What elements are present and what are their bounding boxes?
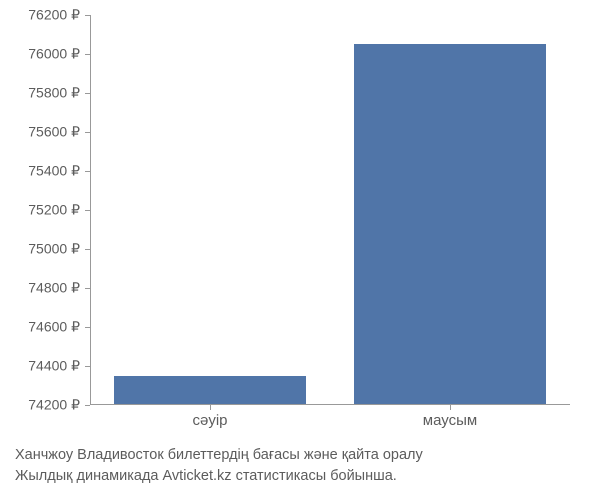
y-tick-mark: [85, 210, 90, 211]
caption-line-1: Ханчжоу Владивосток билеттердің бағасы ж…: [15, 445, 423, 466]
y-tick-label: 75800 ₽: [28, 85, 80, 102]
y-tick-mark: [85, 54, 90, 55]
plot-area: [90, 15, 570, 405]
y-tick-label: 75200 ₽: [28, 202, 80, 219]
chart-container: 74200 ₽ 74400 ₽ 74600 ₽ 74800 ₽ 75000 ₽ 75200…: [0, 0, 600, 500]
y-tick-mark: [85, 93, 90, 94]
y-tick-label: 75000 ₽: [28, 241, 80, 258]
y-tick-mark: [85, 327, 90, 328]
y-tick-label: 76200 ₽: [28, 7, 80, 24]
chart-caption: Ханчжоу Владивосток билеттердің бағасы ж…: [15, 445, 423, 487]
y-tick-label: 76000 ₽: [28, 46, 80, 63]
x-tick-mark: [450, 405, 451, 410]
bar: [114, 376, 306, 405]
caption-line-2: Жылдық динамикада Avticket.kz статистика…: [15, 466, 423, 487]
y-tick-mark: [85, 405, 90, 406]
y-tick-label: 75400 ₽: [28, 163, 80, 180]
y-tick-mark: [85, 366, 90, 367]
y-tick-label: 74800 ₽: [28, 280, 80, 297]
y-tick-mark: [85, 171, 90, 172]
y-tick-label: 75600 ₽: [28, 124, 80, 141]
y-tick-label: 74200 ₽: [28, 397, 80, 414]
y-tick-label: 74600 ₽: [28, 319, 80, 336]
y-tick-mark: [85, 288, 90, 289]
x-axis-line: [90, 404, 570, 405]
y-tick-mark: [85, 15, 90, 16]
x-tick-label: сәуір: [192, 412, 227, 429]
x-tick-label: маусым: [423, 412, 477, 429]
y-tick-label: 74400 ₽: [28, 358, 80, 375]
y-tick-mark: [85, 249, 90, 250]
y-axis-labels: 74200 ₽74400 ₽74600 ₽74800 ₽75000 ₽75200…: [0, 15, 85, 405]
bar: [354, 44, 546, 405]
x-tick-mark: [210, 405, 211, 410]
y-tick-mark: [85, 132, 90, 133]
